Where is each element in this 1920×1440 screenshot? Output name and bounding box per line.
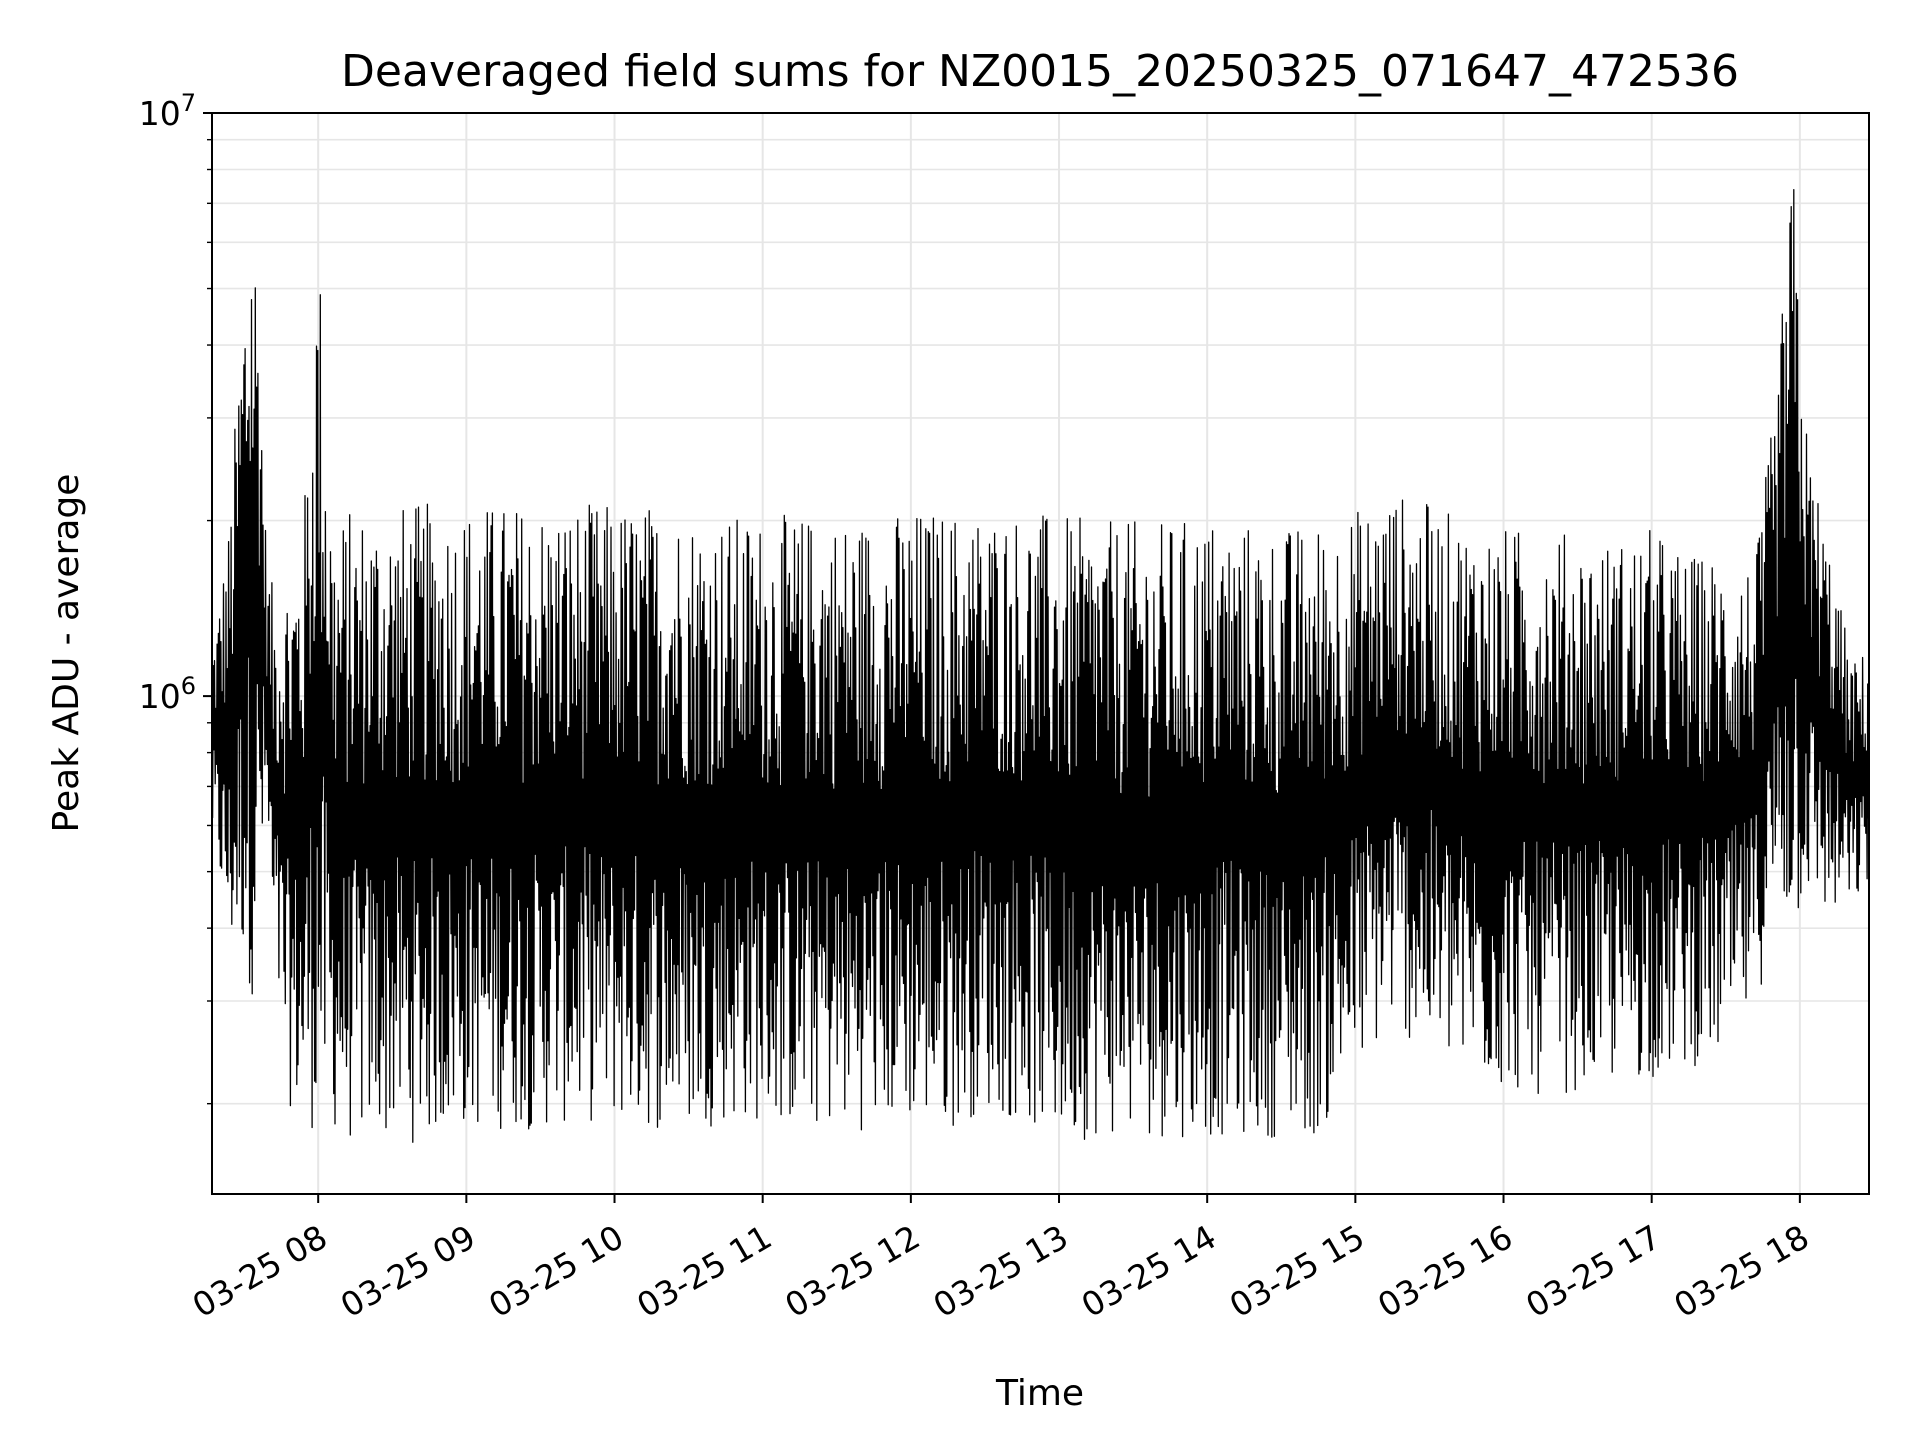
y-tick-base: 10 — [139, 677, 181, 716]
y-tick-label: 106 — [139, 672, 196, 716]
series-line — [211, 189, 1870, 1143]
series-layer — [211, 189, 1870, 1143]
y-tick-base: 10 — [139, 94, 181, 133]
y-tick-label: 107 — [139, 89, 196, 133]
y-tick-exponent: 6 — [181, 672, 196, 700]
plot-frame — [211, 112, 1870, 1195]
x-axis-label: Time — [995, 1373, 1084, 1414]
chart-title: Deaveraged field sums for NZ0015_2025032… — [341, 46, 1739, 97]
y-tick-exponent: 7 — [181, 89, 196, 117]
y-axis-label: Peak ADU - average — [46, 474, 87, 833]
